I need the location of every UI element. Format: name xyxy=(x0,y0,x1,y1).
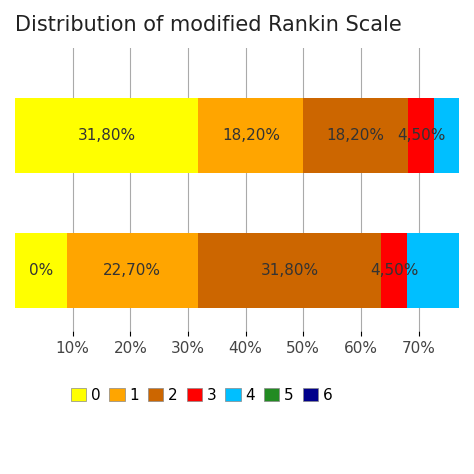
Bar xyxy=(15,98,198,173)
Bar xyxy=(303,98,408,173)
Text: 31,80%: 31,80% xyxy=(260,263,319,278)
Text: 31,80%: 31,80% xyxy=(78,128,136,143)
Bar xyxy=(407,234,459,308)
Bar xyxy=(67,234,198,308)
Bar xyxy=(198,98,303,173)
Text: 4,50%: 4,50% xyxy=(397,128,446,143)
Bar xyxy=(15,234,67,308)
Text: 4,50%: 4,50% xyxy=(370,263,419,278)
Text: 18,20%: 18,20% xyxy=(327,128,385,143)
Text: 18,20%: 18,20% xyxy=(222,128,280,143)
Bar xyxy=(434,98,460,173)
Bar xyxy=(408,98,434,173)
Text: 22,70%: 22,70% xyxy=(103,263,161,278)
Bar xyxy=(198,234,381,308)
Text: 0%: 0% xyxy=(29,263,53,278)
Legend: 0, 1, 2, 3, 4, 5, 6: 0, 1, 2, 3, 4, 5, 6 xyxy=(64,382,338,409)
Text: Distribution of modified Rankin Scale: Distribution of modified Rankin Scale xyxy=(15,15,402,35)
Bar xyxy=(381,234,407,308)
